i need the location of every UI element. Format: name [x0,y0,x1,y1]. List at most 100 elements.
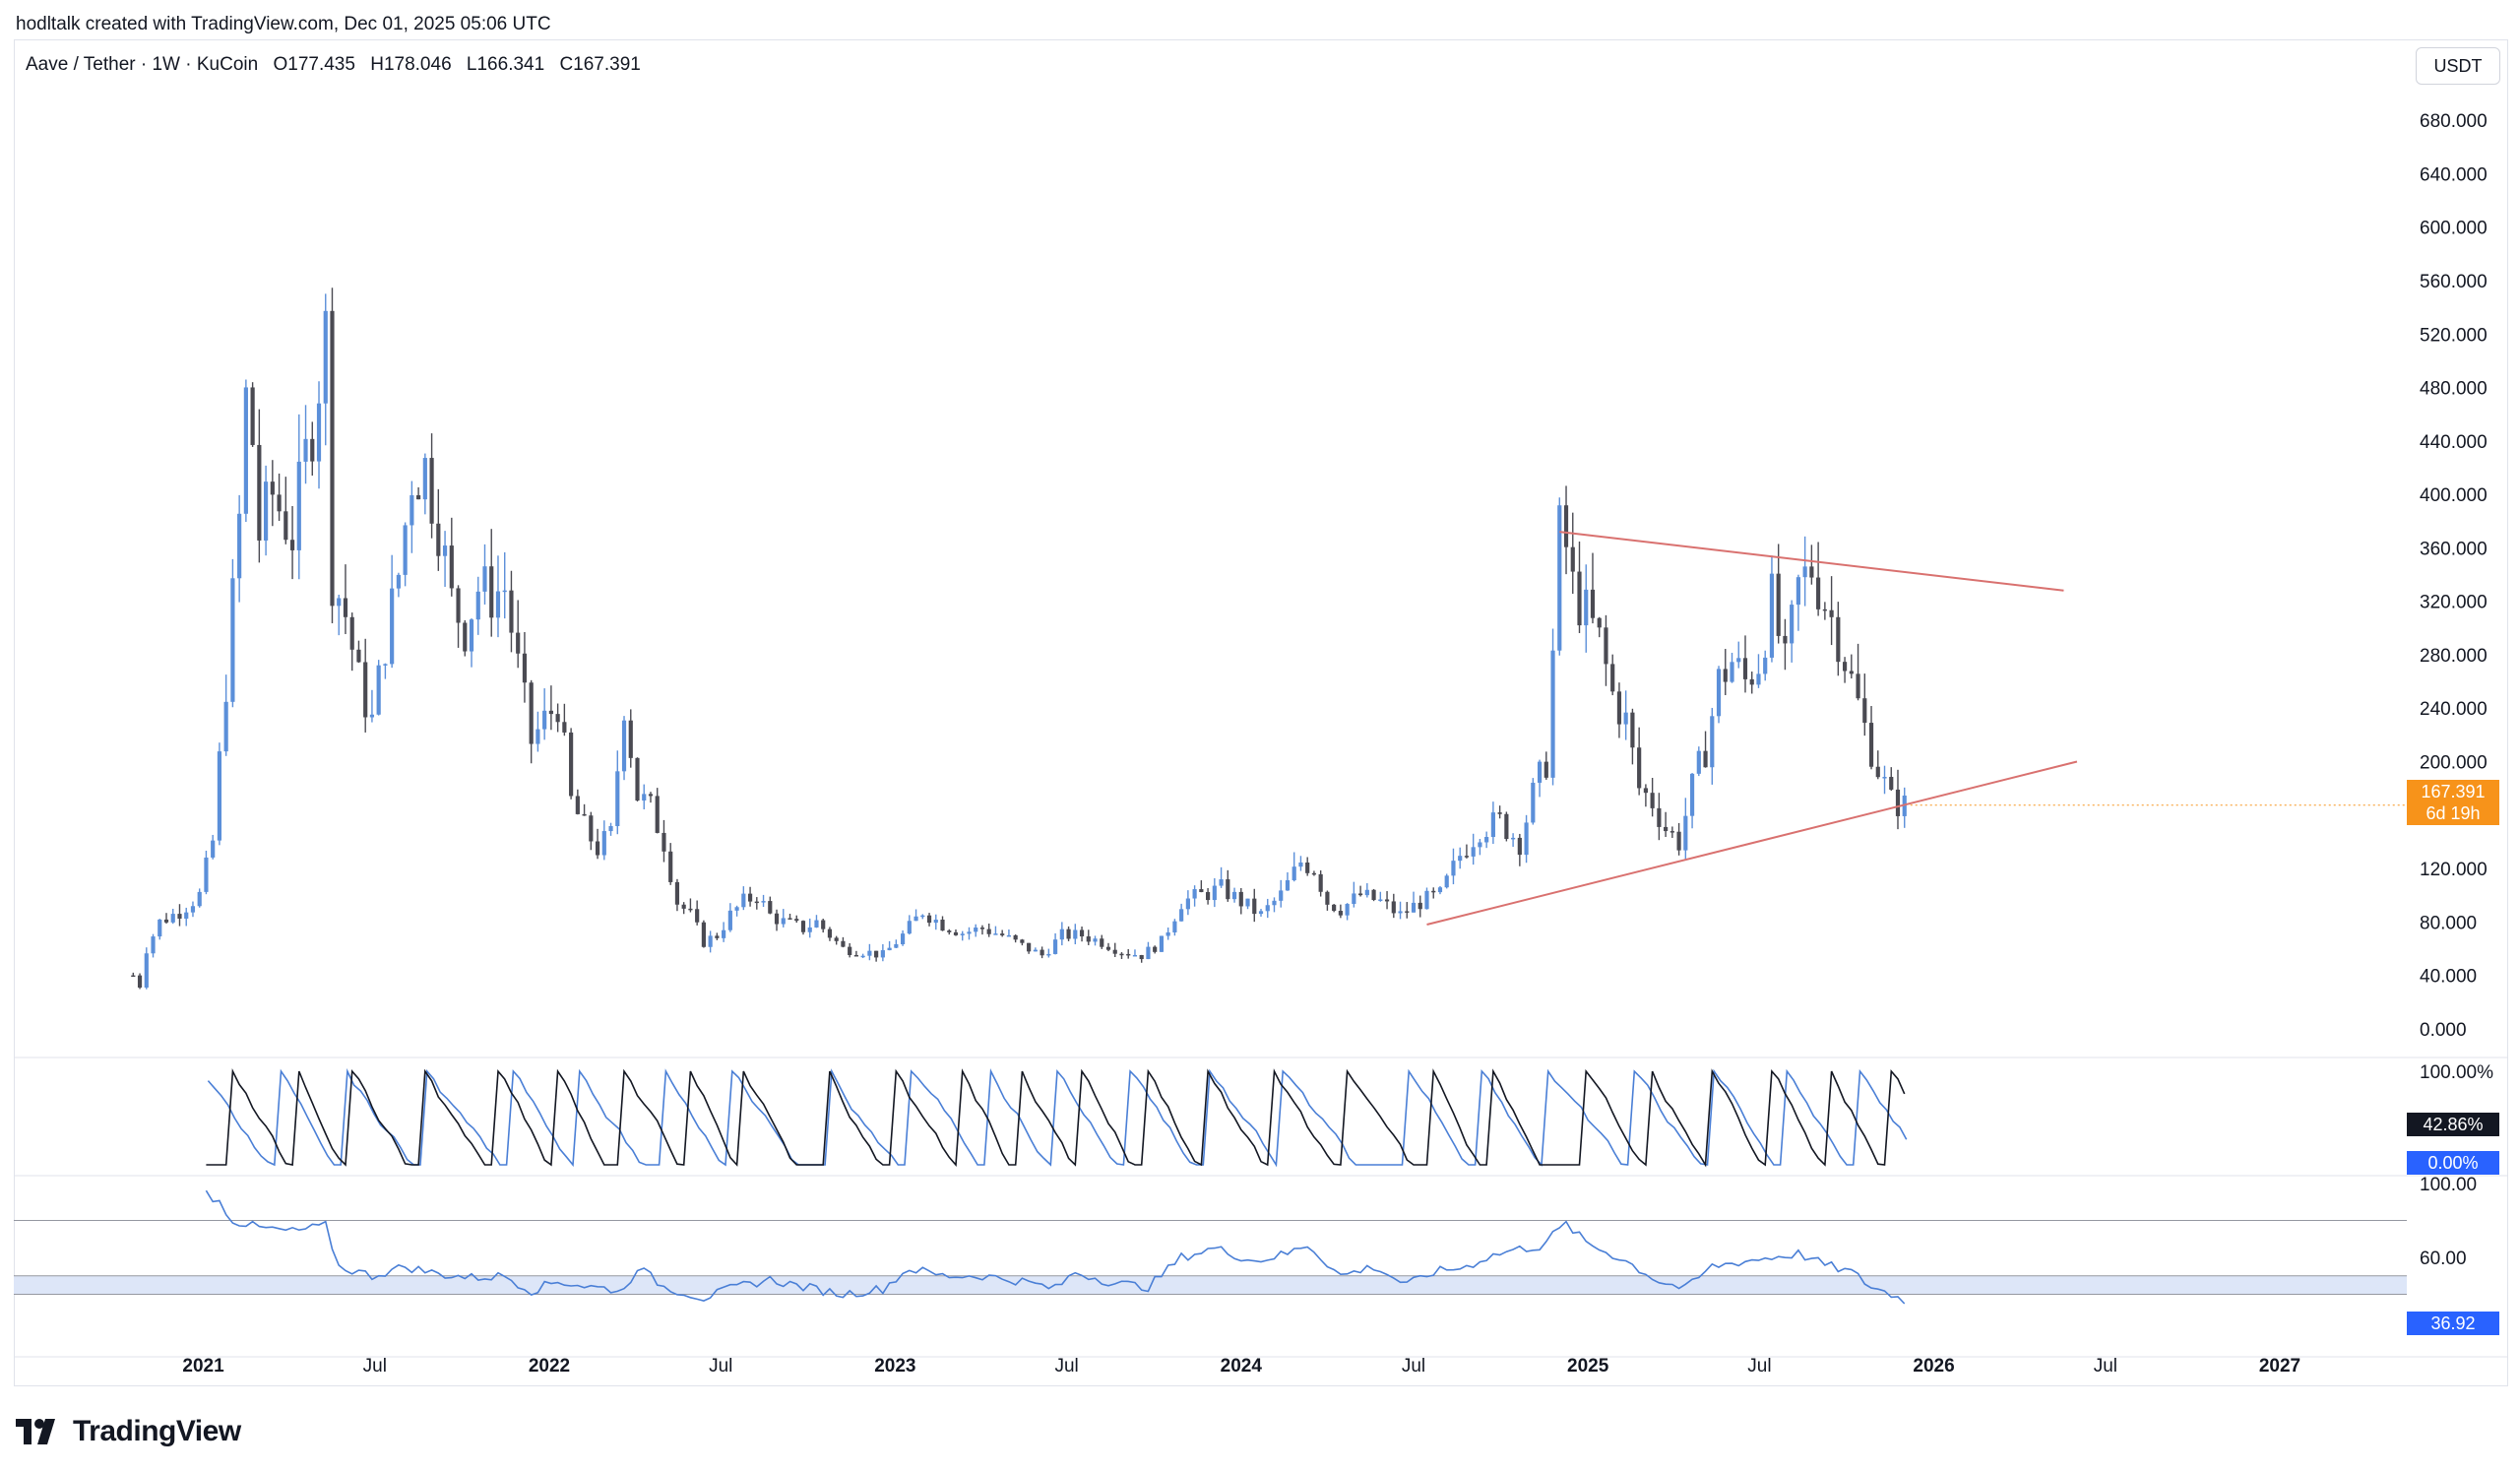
time-axis-tick: 2026 [1913,1356,1954,1377]
candle-body [1059,929,1064,940]
candle-body [1849,671,1854,674]
candle-body [668,851,673,882]
candle-body [223,701,228,752]
price-axis-tick: 560.000 [2420,272,2488,292]
candle-body [197,891,202,907]
candle-body [1537,761,1543,783]
candle-body [509,590,514,633]
candle-body [788,918,792,920]
candle-body [1040,949,1044,956]
candle-body [1604,627,1608,665]
candle-body [1185,898,1190,910]
candle-body [1783,635,1788,644]
candle-body [1405,911,1410,913]
stoch-d-badge: 0.00% [2407,1151,2499,1175]
candle-body [575,796,580,814]
candle-body [1802,566,1807,578]
candle-body [1676,831,1681,851]
candle-body [1093,938,1098,942]
candle-body [369,714,375,718]
time-axis-tick: Jul [2094,1356,2117,1377]
chart-frame [14,39,2508,1386]
candle-body [1769,573,1775,658]
candle-body [1703,750,1708,768]
candle-body [1086,936,1091,942]
candle-body [422,458,427,500]
candle-body [390,588,395,665]
candle-body [1153,946,1158,952]
candle-body [1391,901,1396,914]
candle-body [1000,933,1005,935]
triangle-trendline [1426,760,2078,926]
candle-body [1657,807,1662,827]
candle-body [516,632,521,654]
price-axis-tick: 80.000 [2420,913,2477,933]
candle-body [569,732,574,797]
candle-body [1511,837,1516,840]
candle-body [330,310,335,607]
candle-body [277,494,282,512]
tradingview-logo[interactable]: TradingView [16,1412,241,1451]
candle-body [589,815,594,842]
time-axis-tick: Jul [1747,1356,1771,1377]
candle-body [827,929,833,938]
candle-body [794,919,799,922]
candle-body [1132,954,1138,957]
candle-body [1119,953,1124,956]
candle-body [1411,902,1417,913]
candle-body [1816,577,1821,609]
candle-body [144,953,149,988]
time-axis-tick: Jul [1402,1356,1425,1377]
candle-body [1332,904,1337,912]
candle-body [1875,766,1880,778]
candle-body [310,438,315,462]
candle-body [1736,658,1741,663]
candle-body [1252,898,1257,915]
candle-body [257,444,262,541]
candle-body [722,929,726,938]
candle-body [1112,949,1117,954]
candle-body [715,935,720,938]
candle-body [1027,942,1032,952]
rsi-band [14,1275,2407,1295]
candle-body [1431,890,1436,893]
candle-body [343,598,348,617]
currency-button[interactable]: USDT [2416,47,2500,85]
candle-body [416,494,421,500]
candle-body [1517,837,1522,856]
candle-body [967,931,972,934]
candle-body [337,598,342,607]
candle-body [264,481,269,541]
candle-body [1199,889,1204,893]
candle-body [635,757,640,801]
candle-body [1046,953,1051,956]
candle-body [1033,949,1038,952]
candle-body [1418,902,1422,910]
candle-body [1318,873,1323,892]
candle-body [601,831,606,856]
candle-body [1504,813,1509,840]
candle-body [582,813,587,816]
candle-body [1245,898,1250,907]
candle-body [1723,669,1728,682]
triangle-trendline [1559,531,2064,592]
candle-body [1484,837,1489,843]
candle-body [860,955,865,958]
candle-body [821,920,826,929]
candle-body [1478,842,1482,848]
candle-body [1584,589,1589,626]
candle-body [204,857,209,892]
candle-body [848,946,852,955]
candle-body [834,937,839,941]
candle-body [1146,946,1151,960]
candle-body [1590,589,1596,618]
candle-body [1637,747,1642,789]
candle-body [681,904,686,909]
candle-body [628,720,633,758]
price-axis-tick: 0.000 [2420,1020,2467,1041]
candle-body [1742,658,1748,679]
candle-body [734,907,739,911]
candle-body [1497,812,1502,814]
candle-body [1444,875,1449,888]
